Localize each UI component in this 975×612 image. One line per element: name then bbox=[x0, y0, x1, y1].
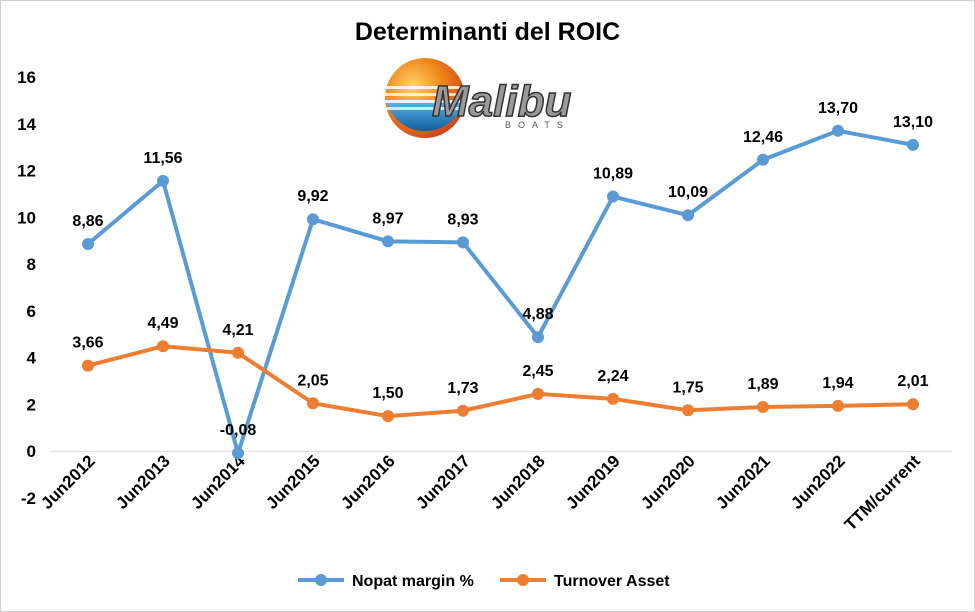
data-point bbox=[607, 392, 619, 405]
data-label: 8,97 bbox=[372, 210, 403, 227]
data-point bbox=[82, 237, 94, 250]
chart-title: Determinanti del ROIC bbox=[354, 18, 621, 46]
series-line-1 bbox=[86, 128, 915, 456]
data-point bbox=[682, 404, 694, 417]
y-tick-label: 0 bbox=[27, 442, 36, 461]
legend: Nopat margin % Turnover Asset bbox=[298, 573, 670, 590]
x-tick-label: Jun2012 bbox=[37, 451, 99, 513]
data-label: 4,21 bbox=[222, 322, 253, 339]
data-label: 2,45 bbox=[522, 363, 553, 380]
data-label: 3,66 bbox=[72, 335, 103, 352]
data-point bbox=[307, 213, 319, 226]
data-label: 13,70 bbox=[818, 100, 858, 117]
x-tick-label: Jun2014 bbox=[187, 451, 249, 513]
data-label: 2,05 bbox=[297, 372, 328, 389]
y-tick-label: 8 bbox=[27, 255, 36, 274]
y-tick-label: 2 bbox=[27, 395, 36, 414]
data-point bbox=[382, 410, 394, 423]
data-label: 1,73 bbox=[447, 380, 478, 397]
data-label: 13,10 bbox=[893, 114, 933, 131]
data-point bbox=[382, 235, 394, 248]
data-label: 8,93 bbox=[447, 211, 478, 228]
x-axis: Jun2012 Jun2013 Jun2014 Jun2015 Jun2016 Jun20… bbox=[37, 451, 924, 534]
data-label: 4,88 bbox=[522, 306, 553, 323]
data-point bbox=[757, 153, 769, 166]
legend-marker bbox=[315, 574, 327, 586]
data-label: 1,75 bbox=[672, 379, 703, 396]
data-label: 8,86 bbox=[72, 213, 103, 230]
data-point bbox=[682, 209, 694, 222]
logo-subtext: BOATS bbox=[505, 120, 570, 130]
legend-label: Nopat margin % bbox=[352, 573, 474, 590]
legend-marker bbox=[517, 574, 529, 586]
data-label: 2,24 bbox=[597, 368, 628, 385]
x-tick-label: Jun2016 bbox=[337, 451, 399, 513]
x-tick-label: Jun2020 bbox=[637, 451, 699, 513]
data-label: 1,50 bbox=[372, 385, 403, 402]
data-point bbox=[757, 401, 769, 414]
y-tick-label: 16 bbox=[17, 68, 36, 87]
data-point bbox=[307, 397, 319, 410]
x-tick-label: Jun2013 bbox=[112, 451, 174, 513]
data-point bbox=[157, 340, 169, 353]
logo-text: Malibu bbox=[432, 77, 571, 126]
data-point bbox=[532, 331, 544, 344]
y-tick-label: 4 bbox=[27, 349, 37, 368]
data-point bbox=[532, 387, 544, 400]
data-labels: 8,86 11,56 -0,08 9,92 8,97 8,93 4,88 10,89 10,09… bbox=[72, 100, 933, 439]
data-point bbox=[457, 404, 469, 417]
data-point bbox=[907, 398, 919, 411]
data-label: 12,46 bbox=[743, 129, 783, 146]
data-label: 1,94 bbox=[822, 375, 853, 392]
data-point bbox=[232, 447, 244, 460]
data-point bbox=[82, 359, 94, 372]
data-point bbox=[607, 190, 619, 203]
x-tick-label: Jun2015 bbox=[262, 451, 324, 513]
y-axis: -2 0 2 4 6 8 10 12 14 16 bbox=[17, 68, 36, 508]
series-lines bbox=[86, 128, 915, 456]
legend-label: Turnover Asset bbox=[554, 573, 670, 590]
data-point bbox=[832, 124, 844, 137]
x-tick-label: Jun2021 bbox=[712, 451, 774, 513]
data-label: 1,89 bbox=[747, 376, 778, 393]
x-tick-label: TTM/current bbox=[841, 451, 924, 534]
data-label: 9,92 bbox=[297, 188, 328, 205]
data-points bbox=[82, 124, 919, 460]
y-tick-label: 6 bbox=[27, 302, 36, 321]
y-tick-label: 10 bbox=[17, 208, 36, 227]
x-tick-label: Jun2018 bbox=[487, 451, 549, 513]
data-point bbox=[832, 399, 844, 412]
x-tick-label: Jun2017 bbox=[412, 451, 474, 513]
data-label: 4,49 bbox=[147, 315, 178, 332]
x-tick-label: Jun2019 bbox=[562, 451, 624, 513]
y-tick-label: 12 bbox=[17, 162, 36, 181]
data-label: 10,89 bbox=[593, 166, 633, 183]
y-tick-label: 14 bbox=[17, 115, 36, 134]
data-label: -0,08 bbox=[220, 422, 257, 439]
y-tick-label: -2 bbox=[21, 489, 36, 508]
x-tick-label: Jun2022 bbox=[787, 451, 849, 513]
malibu-logo: Malibu BOATS bbox=[380, 58, 572, 138]
data-label: 10,09 bbox=[668, 184, 708, 201]
data-point bbox=[232, 346, 244, 359]
data-point bbox=[157, 174, 169, 187]
series-line-2 bbox=[86, 344, 915, 419]
data-label: 2,01 bbox=[897, 373, 928, 390]
data-point bbox=[907, 138, 919, 151]
data-point bbox=[457, 236, 469, 249]
data-label: 11,56 bbox=[143, 150, 182, 167]
